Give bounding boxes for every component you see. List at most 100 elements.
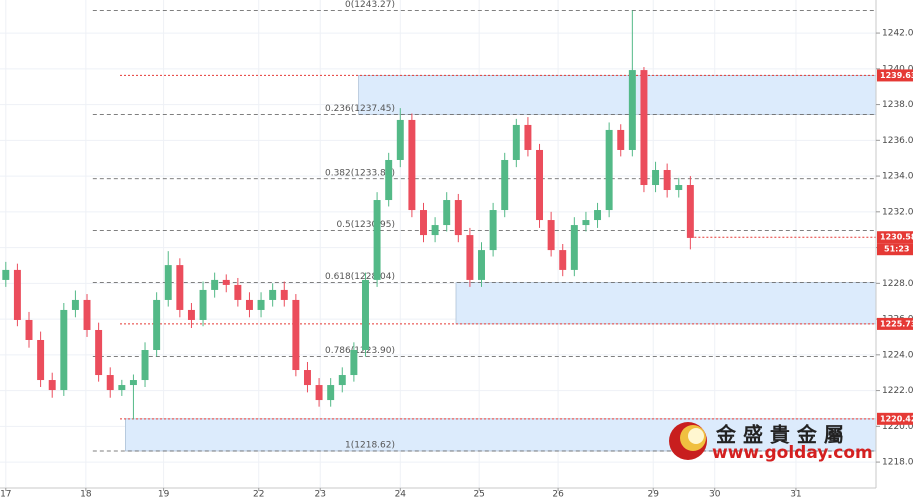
y-tick-label: 1234.00 xyxy=(882,172,913,182)
fib-label: 0.5(1230.95) xyxy=(336,220,395,230)
candle-body xyxy=(257,299,265,310)
fib-label: 0.786(1223.90) xyxy=(325,346,395,356)
candle-body xyxy=(512,124,520,160)
y-tick-label: 1222.00 xyxy=(882,386,913,396)
candle-body xyxy=(443,200,451,226)
candle-body xyxy=(141,350,149,381)
candle-body xyxy=(60,309,68,391)
price-tag xyxy=(877,69,913,82)
x-tick-label: 18 xyxy=(80,490,92,498)
y-tick-label: 1242.00 xyxy=(882,29,913,39)
x-tick-label: 31 xyxy=(790,490,801,498)
candle-body xyxy=(315,385,323,401)
candle-body xyxy=(686,185,694,238)
candle-body xyxy=(431,225,439,236)
candle-body xyxy=(25,319,33,340)
candle-body xyxy=(338,375,346,386)
candle-body xyxy=(454,200,462,236)
candle-body xyxy=(350,350,358,376)
candle-body xyxy=(605,129,613,211)
candle-body xyxy=(13,269,21,320)
candle-body xyxy=(176,265,184,310)
candle-body xyxy=(234,284,242,300)
candle-body xyxy=(675,185,683,191)
y-tick-label: 1218.00 xyxy=(882,458,913,468)
candle-body xyxy=(466,235,474,280)
candle-body xyxy=(501,159,509,211)
candle-body xyxy=(652,169,660,186)
candle-body xyxy=(327,385,335,401)
candle-body xyxy=(385,159,393,201)
price-tag-label: 1225.73 xyxy=(880,319,913,328)
candle-body xyxy=(71,299,79,310)
y-tick-label: 1236.00 xyxy=(882,136,913,146)
candle-body xyxy=(129,380,137,386)
candle-body xyxy=(303,370,311,386)
candle-body xyxy=(570,225,578,270)
candle-body xyxy=(199,289,207,320)
price-tag xyxy=(877,231,913,244)
candle-body xyxy=(640,70,648,186)
candle-body xyxy=(222,279,230,285)
candle-body xyxy=(83,299,91,330)
candle-body xyxy=(489,210,497,251)
y-tick-label: 1228.00 xyxy=(882,279,913,289)
candle-body xyxy=(524,124,532,150)
x-tick-label: 25 xyxy=(473,490,484,498)
fib-label: 1(1218.62) xyxy=(345,440,395,450)
candle-body xyxy=(628,70,636,150)
x-tick-label: 23 xyxy=(315,490,326,498)
y-tick-label: 1220.00 xyxy=(882,422,913,432)
candle-body xyxy=(478,250,485,280)
price-tag-label: 1230.58 xyxy=(880,233,913,242)
logo-name: 金 盛 貴 金 屬 xyxy=(715,423,844,447)
countdown: 51:23 xyxy=(884,245,909,254)
x-tick-label: 22 xyxy=(253,490,264,498)
candle-body xyxy=(153,299,161,351)
zone xyxy=(358,75,877,115)
candle-body xyxy=(245,299,253,310)
price-tag-label: 1239.63 xyxy=(880,71,913,80)
fib-label: 0.382(1233.85) xyxy=(325,168,395,178)
candle-body xyxy=(547,220,555,251)
candles xyxy=(2,10,694,420)
x-tick-label: 30 xyxy=(709,490,721,498)
fib-label: 0(1243.27) xyxy=(345,0,395,10)
candle-body xyxy=(2,269,10,280)
candle-body xyxy=(408,119,416,211)
y-tick-label: 1232.00 xyxy=(882,207,913,217)
candle-body xyxy=(106,375,114,391)
candle-body xyxy=(559,250,567,270)
x-tick-label: 26 xyxy=(552,490,564,498)
fibonacci: 0(1243.27) 0.236(1237.45) 0.382(1233.85) 0.… xyxy=(92,0,876,452)
fib-label: 0.618(1228.04) xyxy=(325,272,395,282)
y-tick-label: 1238.00 xyxy=(882,100,913,110)
zone xyxy=(125,418,877,452)
candle-body xyxy=(118,385,126,391)
x-tick-label: 24 xyxy=(395,490,407,498)
candle-body xyxy=(95,329,103,376)
candle-body xyxy=(292,299,300,371)
candle-body xyxy=(37,339,45,381)
candle-body xyxy=(617,129,625,150)
candle-body xyxy=(420,210,427,236)
candle-body xyxy=(362,279,369,351)
candle-body xyxy=(594,210,602,221)
candle-body xyxy=(187,309,195,320)
y-tick-label: 1224.00 xyxy=(882,350,913,360)
x-tick-label: 19 xyxy=(158,490,170,498)
candle-body xyxy=(663,169,671,191)
x-tick-label: 29 xyxy=(648,490,660,498)
candle-body xyxy=(536,149,544,221)
logo-icon xyxy=(688,428,704,444)
candle-body xyxy=(373,200,381,280)
candle-body xyxy=(582,220,590,226)
price-tag-label: 1220.42 xyxy=(880,414,913,423)
candle-body xyxy=(48,380,56,391)
zone xyxy=(455,282,877,325)
zones xyxy=(125,75,877,452)
y-tick-label: 1240.00 xyxy=(882,64,913,74)
candle-body xyxy=(280,289,288,300)
